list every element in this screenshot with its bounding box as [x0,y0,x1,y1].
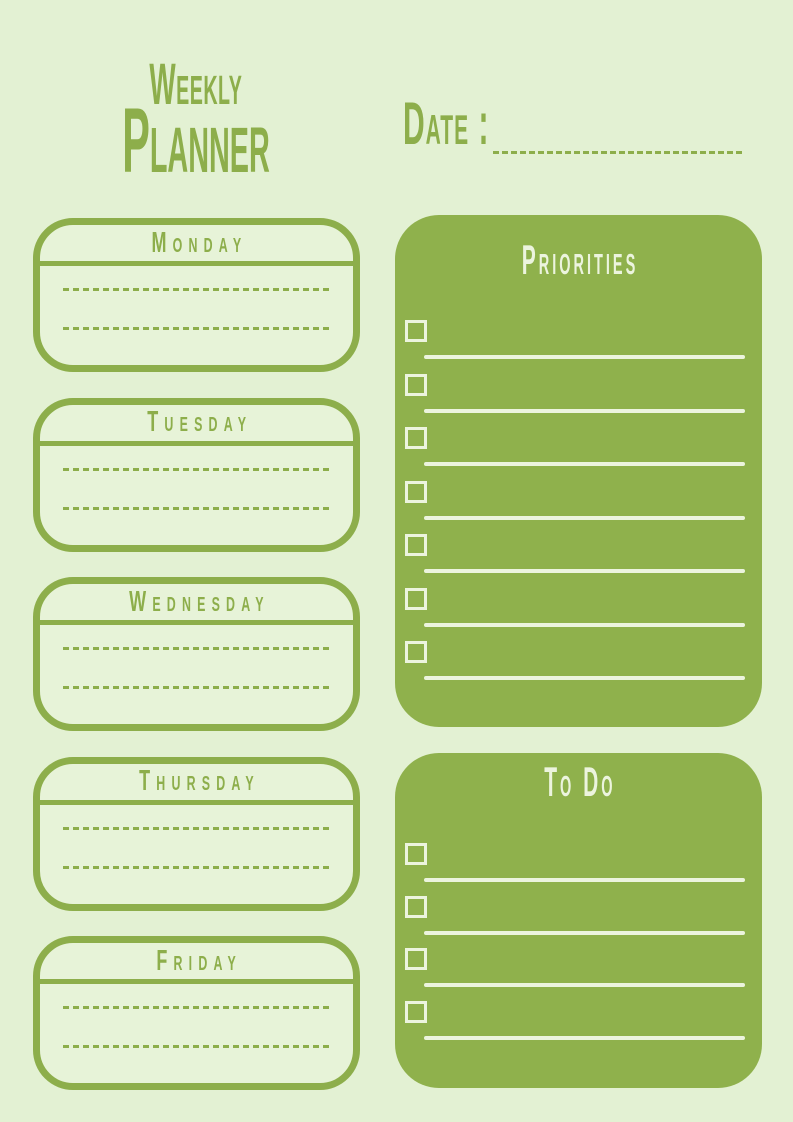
checklist-row [395,948,762,1001]
checklist-row [395,641,762,695]
day-notes-area [40,805,353,869]
checklist-write-line[interactable] [424,622,745,627]
todo-title: To Do [544,758,616,805]
checkbox[interactable] [405,587,427,610]
priorities-title: Priorities [521,236,639,283]
checklist-write-line[interactable] [424,1035,745,1040]
checklist-write-line[interactable] [424,569,745,573]
day-label: Monday [151,226,248,259]
day-note-line[interactable] [63,865,329,869]
checklist-write-line[interactable] [424,408,745,413]
checklist-row [395,534,762,588]
day-label: Friday [156,944,243,977]
checklist-write-line[interactable] [424,983,745,987]
checklist-row [395,427,762,481]
checklist-row [395,895,762,949]
day-notes-area [40,266,353,330]
lists-column: Priorities To Do [395,215,762,1088]
day-note-line[interactable] [63,826,329,830]
checkbox[interactable] [405,948,427,970]
day-card-wednesday: Wednesday [33,577,360,731]
day-note-line[interactable] [63,1006,329,1009]
checklist-row [395,320,762,374]
checklist-row [395,373,762,428]
title-planner-text: Planner [122,90,270,192]
day-header: Wednesday [40,584,353,625]
checklist-row [395,587,762,642]
day-notes-area [40,625,353,689]
priorities-panel: Priorities [395,215,762,727]
day-card-tuesday: Tuesday [33,397,360,552]
day-note-line[interactable] [63,506,329,510]
date-write-line[interactable] [493,151,745,154]
day-card-thursday: Thursday [33,756,360,911]
priorities-checklist [395,320,762,695]
checkbox[interactable] [405,427,427,449]
checklist-write-line[interactable] [424,930,745,935]
day-label: Tuesday [147,406,253,438]
day-header: Friday [40,943,353,984]
day-note-line[interactable] [63,327,329,330]
day-note-line[interactable] [63,686,329,689]
checkbox[interactable] [405,480,427,503]
checkbox[interactable] [405,320,427,342]
checklist-write-line[interactable] [424,676,745,680]
day-note-line[interactable] [63,288,329,291]
checklist-write-line[interactable] [424,355,745,359]
day-card-monday: Monday [33,218,360,372]
checklist-row [395,1000,762,1054]
todo-checklist [395,843,762,1053]
checklist-write-line[interactable] [424,515,745,520]
checkbox[interactable] [405,534,427,556]
day-notes-area [40,446,353,510]
checklist-row [395,480,762,535]
day-label: Thursday [139,765,260,797]
checkbox[interactable] [405,843,427,865]
checkbox[interactable] [405,641,427,663]
day-card-friday: Friday [33,936,360,1090]
title-line-planner: Planner [0,95,392,187]
day-header: Tuesday [40,405,353,446]
checkbox[interactable] [405,1000,427,1023]
checklist-row [395,843,762,896]
title-line-weekly: Weekly [0,56,392,114]
day-note-line[interactable] [63,1045,329,1048]
checklist-write-line[interactable] [424,462,745,466]
todo-panel: To Do [395,753,762,1088]
checkbox[interactable] [405,373,427,396]
checkbox[interactable] [405,895,427,918]
day-note-line[interactable] [63,647,329,650]
day-notes-area [40,984,353,1048]
day-note-line[interactable] [63,467,329,471]
day-header: Thursday [40,764,353,805]
day-header: Monday [40,225,353,266]
days-column: Monday Tuesday Wednesday Thursday [33,218,360,1090]
date-label: Date : [403,90,490,157]
checklist-write-line[interactable] [424,878,745,882]
day-label: Wednesday [129,585,270,618]
title-weekly-text: Weekly [149,52,243,117]
